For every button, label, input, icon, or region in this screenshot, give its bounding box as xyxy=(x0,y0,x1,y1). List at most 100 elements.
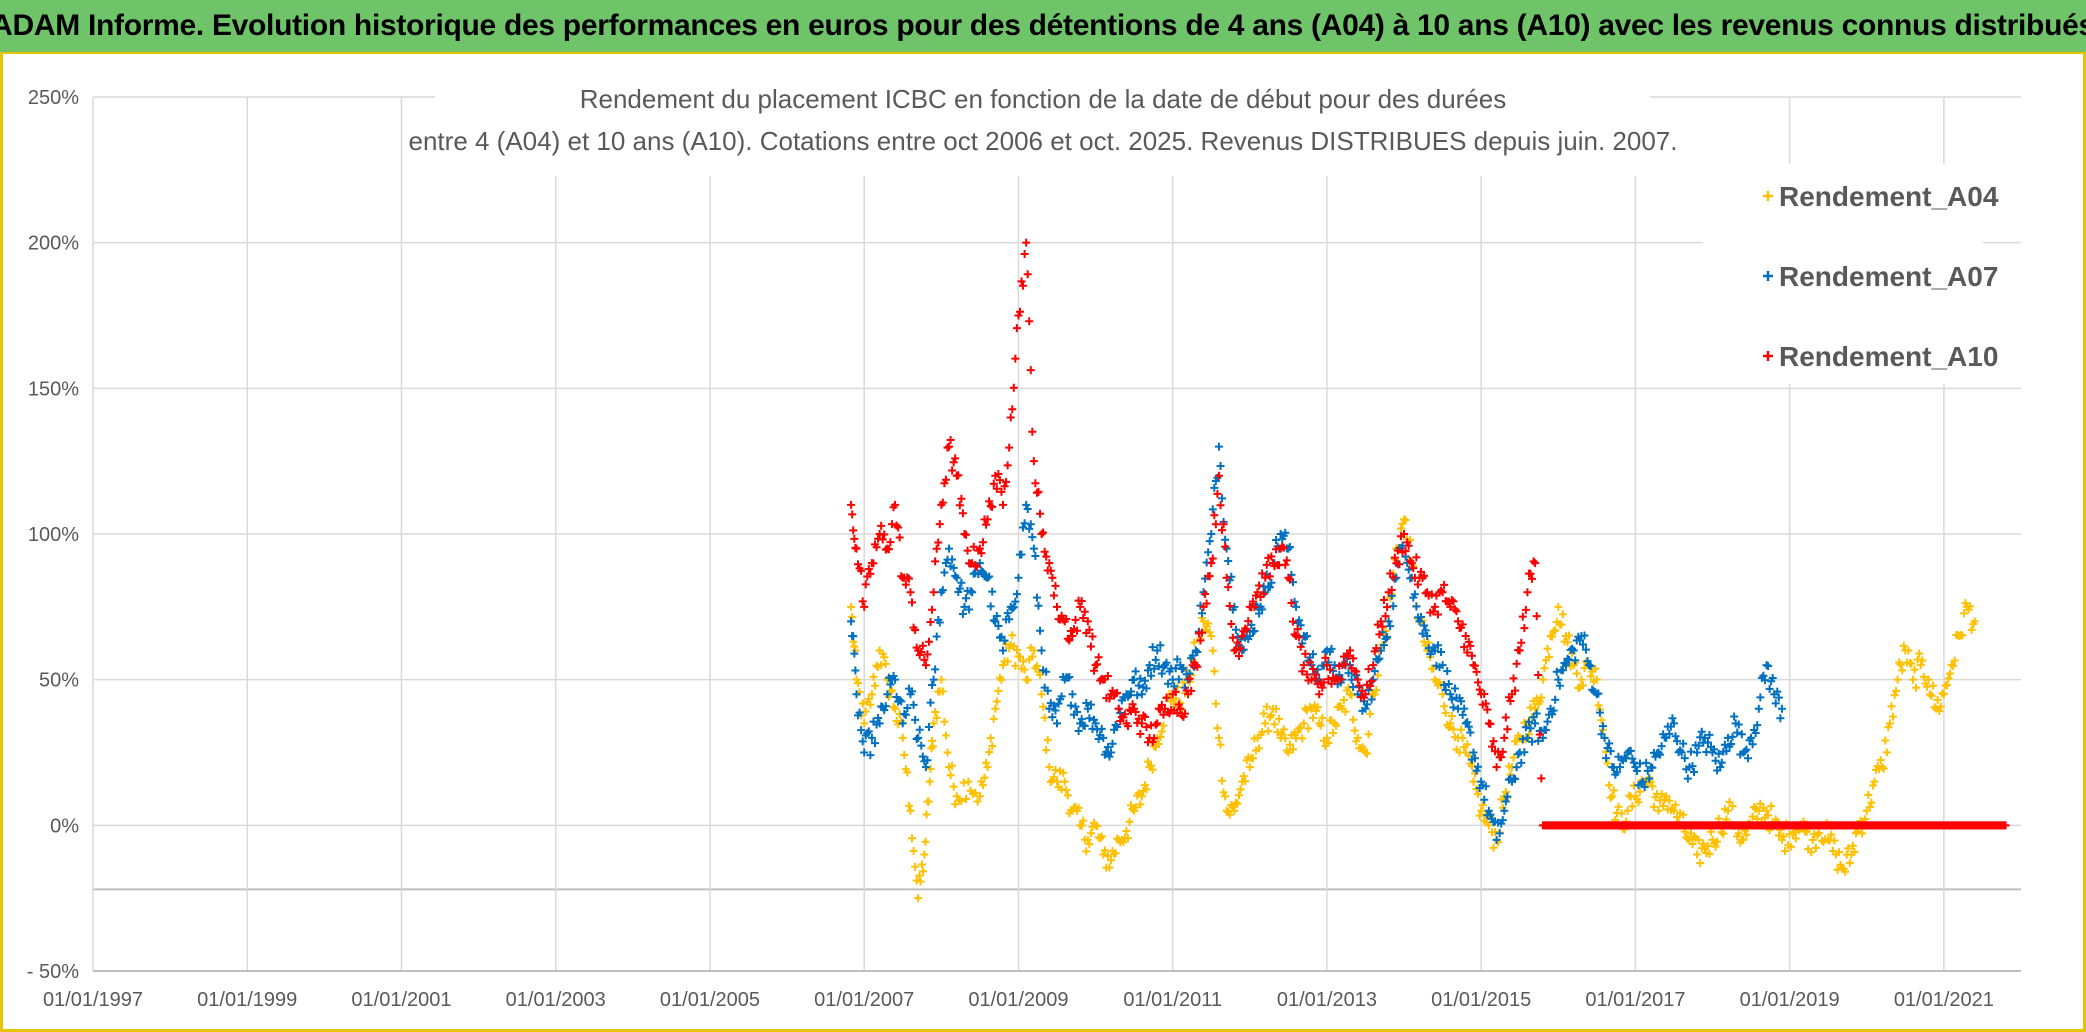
rendement-a07-point xyxy=(965,605,974,614)
rendement-a04-point xyxy=(1309,713,1318,722)
rendement-a10-point xyxy=(1211,520,1220,529)
rendement-a04-point xyxy=(916,877,925,886)
rendement-a10-point xyxy=(1171,687,1180,696)
rendement-a07-point xyxy=(1688,762,1697,771)
rendement-a10-point xyxy=(1196,636,1205,645)
rendement-a04-point xyxy=(1059,768,1068,777)
rendement-a04-point xyxy=(1594,701,1603,710)
rendement-a04-point xyxy=(975,792,984,801)
rendement-a07-point xyxy=(908,687,917,696)
rendement-a04-point xyxy=(867,690,876,699)
rendement-a10-point xyxy=(866,569,875,578)
rendement-a07-point xyxy=(1097,724,1106,733)
rendement-a07-point xyxy=(1057,692,1066,701)
rendement-a07-point xyxy=(1776,714,1785,723)
rendement-a04-point xyxy=(988,742,997,751)
rendement-a07-point xyxy=(1379,641,1388,650)
rendement-a10-point xyxy=(1503,725,1512,734)
rendement-a07-point xyxy=(1012,590,1021,599)
rendement-a10-point xyxy=(999,500,1008,509)
rendement-a10-point xyxy=(857,566,866,575)
rendement-a07-point xyxy=(1224,557,1233,566)
rendement-a04-point xyxy=(912,876,921,885)
rendement-a10-point xyxy=(1026,366,1035,375)
legend-label: Rendement_A10 xyxy=(1779,341,1998,372)
rendement-a07-point xyxy=(1091,719,1100,728)
rendement-a04-point xyxy=(1370,690,1379,699)
rendement-a04-point xyxy=(932,713,941,722)
rendement-a07-point xyxy=(1503,792,1512,801)
rendement-a10-point xyxy=(1262,560,1271,569)
rendement-a10-point xyxy=(1250,603,1259,612)
rendement-a04-point xyxy=(1221,792,1230,801)
rendement-a07-point xyxy=(935,618,944,627)
rendement-a07-point xyxy=(1541,726,1550,735)
rendement-a10-point xyxy=(1327,679,1336,688)
rendement-a10-point xyxy=(1447,596,1456,605)
rendement-a04-point xyxy=(1909,675,1918,684)
rendement-a07-point xyxy=(1693,748,1702,757)
rendement-a07-point xyxy=(1771,699,1780,708)
legend-marker xyxy=(1763,191,1773,201)
rendement-a04-point xyxy=(1754,806,1763,815)
rendement-a04-point xyxy=(904,801,913,810)
rendement-a04-point xyxy=(1032,662,1041,671)
rendement-a07-point xyxy=(1361,704,1370,713)
rendement-a04-point xyxy=(1739,835,1748,844)
rendement-a10-point xyxy=(911,625,920,634)
rendement-a04-point xyxy=(1896,660,1905,669)
rendement-a07-point xyxy=(1703,738,1712,747)
rendement-a07-point xyxy=(1714,749,1723,758)
rendement-a07-point xyxy=(1764,662,1773,671)
rendement-a04-point xyxy=(1617,809,1626,818)
rendement-a10-point xyxy=(920,655,929,664)
rendement-a07-point xyxy=(1443,667,1452,676)
rendement-a04-point xyxy=(1262,702,1271,711)
rendement-a07-point xyxy=(1053,719,1061,728)
rendement-a04-point xyxy=(1942,680,1951,689)
rendement-a10-point xyxy=(1120,710,1129,719)
rendement-a07-point xyxy=(1694,741,1703,750)
rendement-a07-point xyxy=(1042,667,1051,676)
rendement-a07-point xyxy=(1512,763,1521,772)
rendement-a07-point xyxy=(1421,626,1430,635)
rendement-a04-point xyxy=(906,806,915,815)
rendement-a04-point xyxy=(1372,686,1381,695)
rendement-a10-point xyxy=(1008,405,1017,414)
rendement-a10-point xyxy=(1142,723,1151,732)
rendement-a10-point xyxy=(901,580,910,589)
rendement-a10-point xyxy=(1346,646,1355,655)
rendement-a10-point xyxy=(1537,774,1546,783)
rendement-a04-point xyxy=(1137,792,1146,801)
rendement-a07-point xyxy=(1170,682,1179,691)
rendement-a07-point xyxy=(1136,674,1145,683)
rendement-a04-point xyxy=(1654,806,1663,815)
rendement-a10-point xyxy=(1210,511,1219,520)
rendement-a04-point xyxy=(1950,656,1959,665)
rendement-a04-point xyxy=(1157,727,1166,736)
rendement-a10-point xyxy=(1093,660,1102,669)
rendement-a04-point xyxy=(1693,850,1702,859)
rendement-a10-point xyxy=(1235,651,1243,660)
rendement-a04-point xyxy=(1835,848,1843,857)
rendement-a07-point xyxy=(1151,655,1160,664)
rendement-a04-point xyxy=(1878,763,1887,772)
rendement-a04-point xyxy=(1904,646,1913,655)
rendement-a10-point xyxy=(969,542,978,551)
rendement-a10-point xyxy=(1458,620,1467,629)
rendement-a10-point xyxy=(1057,611,1066,620)
rendement-a04-point xyxy=(1919,672,1928,681)
rendement-a07-point xyxy=(1599,722,1608,731)
rendement-a04-point xyxy=(1236,785,1245,794)
rendement-a07-point xyxy=(1571,656,1580,665)
rendement-a10-point xyxy=(1233,638,1242,647)
rendement-a07-point xyxy=(909,700,918,709)
rendement-a04-point xyxy=(1042,745,1051,754)
rendement-a04-point xyxy=(1540,664,1549,673)
rendement-a10-point xyxy=(1201,590,1210,599)
title-background xyxy=(435,84,1650,176)
rendement-a10-point xyxy=(854,560,863,569)
rendement-a07-point xyxy=(1130,675,1139,684)
rendement-a07-point xyxy=(855,708,864,717)
rendement-a07-point xyxy=(1415,617,1424,626)
